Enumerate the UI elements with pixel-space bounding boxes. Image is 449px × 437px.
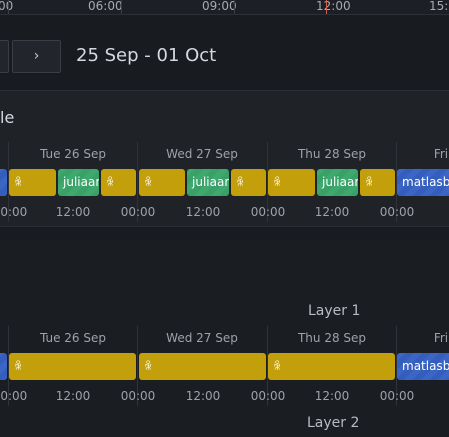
day-label: Tue 26 Sep bbox=[39, 331, 106, 345]
hour-label: 12:00 bbox=[314, 205, 350, 219]
ruler-tick: 00 bbox=[0, 0, 14, 13]
day-separator bbox=[8, 326, 9, 406]
hour-label: 00:00 bbox=[379, 389, 415, 403]
shift-user-label: juliaar bbox=[322, 175, 358, 189]
shift-bar[interactable]: ꆜ bbox=[268, 169, 315, 196]
shift-bar[interactable] bbox=[0, 169, 7, 196]
shift-bar[interactable]: ꆜ bbox=[268, 353, 395, 380]
shift-bar[interactable]: juliaar bbox=[187, 169, 229, 196]
shift-bar[interactable]: ꆜ bbox=[9, 353, 136, 380]
hour-label: 12:00 bbox=[55, 205, 91, 219]
shift-bar[interactable]: ꆜ bbox=[360, 169, 395, 196]
ruler-tick: 15:0 bbox=[429, 0, 449, 13]
hour-label: 12:00 bbox=[185, 389, 221, 403]
people-group-icon: ꆜ bbox=[14, 360, 23, 373]
day-separator bbox=[396, 142, 397, 222]
hour-label: 00:00 bbox=[379, 205, 415, 219]
shift-user-label: matlasb bbox=[402, 359, 449, 373]
hour-label: 00:00 bbox=[250, 205, 286, 219]
layer-title: Layer 1 bbox=[308, 303, 361, 319]
people-group-icon: ꆜ bbox=[106, 176, 115, 189]
shift-bar[interactable]: matlasb bbox=[397, 353, 449, 380]
day-label: Fri bbox=[433, 331, 449, 345]
day-label: Wed 27 Sep bbox=[166, 147, 238, 161]
people-group-icon: ꆜ bbox=[144, 176, 153, 189]
day-label: Fri bbox=[433, 147, 449, 161]
hour-label: 12:00 bbox=[55, 389, 91, 403]
hour-label: 00:00 bbox=[0, 205, 28, 219]
shift-bar[interactable]: matlasb bbox=[397, 169, 449, 196]
day-separator bbox=[8, 142, 9, 222]
day-label: Thu 28 Sep bbox=[297, 147, 367, 161]
current-time-indicator bbox=[326, 0, 327, 14]
shift-bar[interactable]: ꆜ bbox=[231, 169, 266, 196]
ruler-tick: 06:00 bbox=[88, 0, 123, 13]
hour-label: 12:00 bbox=[314, 389, 350, 403]
day-separator bbox=[267, 326, 268, 406]
shift-user-label: juliaar bbox=[63, 175, 99, 189]
shift-user-label: matlasb bbox=[402, 175, 449, 189]
hour-label: 00:00 bbox=[250, 389, 286, 403]
people-group-icon: ꆜ bbox=[14, 176, 23, 189]
ruler-tick: 12:00 bbox=[316, 0, 351, 13]
hour-label: 00:00 bbox=[120, 205, 156, 219]
hour-label: 00:00 bbox=[120, 389, 156, 403]
day-separator bbox=[396, 326, 397, 406]
hour-label: 12:00 bbox=[185, 205, 221, 219]
schedule-panel bbox=[0, 90, 449, 227]
day-separator bbox=[137, 326, 138, 406]
prev-week-button[interactable] bbox=[0, 40, 9, 73]
next-week-button[interactable]: › bbox=[12, 40, 61, 73]
top-time-ruler: 00 06:00 09:00 12:00 15:0 bbox=[0, 0, 449, 15]
shift-user-label: juliaar bbox=[192, 175, 229, 189]
people-group-icon: ꆜ bbox=[273, 176, 282, 189]
shift-bar[interactable]: juliaar bbox=[58, 169, 99, 196]
ruler-line bbox=[234, 0, 235, 14]
layers-panel bbox=[0, 240, 449, 437]
ruler-line bbox=[8, 0, 9, 14]
people-group-icon: ꆜ bbox=[144, 360, 153, 373]
shift-bar[interactable]: ꆜ bbox=[9, 169, 56, 196]
chevron-right-icon: › bbox=[33, 48, 40, 64]
hour-label: 00:00 bbox=[0, 389, 28, 403]
day-label: Tue 26 Sep bbox=[39, 147, 106, 161]
date-range-label: 25 Sep - 01 Oct bbox=[76, 45, 217, 66]
ruler-tick: 09:00 bbox=[202, 0, 237, 13]
shift-bar[interactable] bbox=[0, 353, 7, 380]
people-group-icon: ꆜ bbox=[273, 360, 282, 373]
people-group-icon: ꆜ bbox=[236, 176, 245, 189]
shift-bar[interactable]: juliaar bbox=[317, 169, 358, 196]
shift-bar[interactable]: ꆜ bbox=[101, 169, 136, 196]
day-separator bbox=[137, 142, 138, 222]
day-separator bbox=[267, 142, 268, 222]
shift-bar[interactable]: ꆜ bbox=[139, 169, 185, 196]
day-label: Thu 28 Sep bbox=[297, 331, 367, 345]
shift-bar[interactable]: ꆜ bbox=[139, 353, 266, 380]
people-group-icon: ꆜ bbox=[365, 176, 374, 189]
ruler-line bbox=[121, 0, 122, 14]
layer-title: Layer 2 bbox=[307, 415, 360, 431]
day-label: Wed 27 Sep bbox=[166, 331, 238, 345]
section-title: le bbox=[0, 108, 15, 127]
